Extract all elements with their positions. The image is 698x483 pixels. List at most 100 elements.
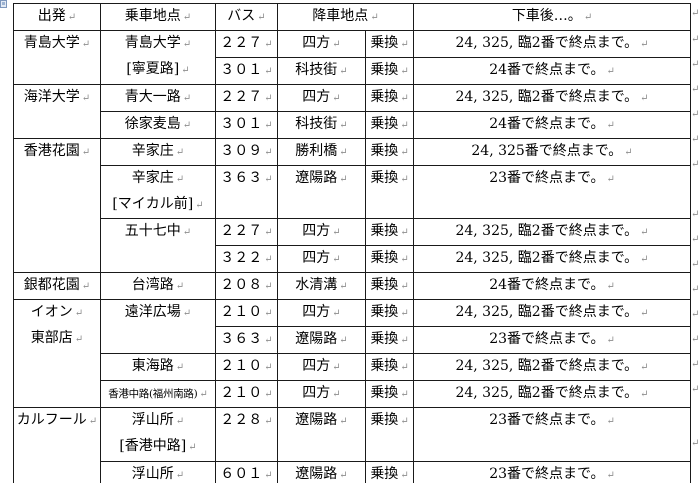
cell-text: 東海路 — [131, 358, 174, 374]
cell-text: 24, 325, 臨2番で終点まで。 — [455, 304, 639, 320]
cell-transfer: 乗換 ↵ — [364, 272, 415, 300]
table-row: 銀都花園 ↵ 台湾路 ↵ ２０８ ↵ 水清溝 ↵ 乗換 ↵ 24番で終点まで。 ↵ — [13, 272, 692, 300]
cell-text: 下車後…。 — [511, 8, 582, 24]
cell-transfer: 乗換 ↵ — [364, 461, 415, 483]
cell-text: 乗換 — [370, 385, 399, 401]
cell-alighting: 遼陽路 ↵ — [277, 407, 366, 462]
cell-alighting: 四方 ↵ — [277, 299, 366, 327]
table-row: ３０１ ↵ 科技街 ↵ 乗換 ↵ 24番で終点まで。 ↵ — [14, 57, 692, 85]
row-end-mark: ↵ — [691, 284, 698, 295]
cell-end-mark: ↵ — [339, 147, 348, 158]
cell-after: 24, 325, 臨2番で終点まで。 ↵ — [413, 353, 692, 381]
row-end-mark: ↵ — [691, 34, 698, 45]
cell-boarding: 五十七中 ↵ — [100, 218, 216, 273]
cell-text: 23番で終点まで。 — [489, 412, 605, 428]
cell-text: 遼陽路 — [295, 412, 338, 428]
cell-text: バス — [227, 8, 256, 24]
cell-end-mark: ↵ — [606, 281, 615, 292]
cell-bus: ６０１ ↵ — [215, 461, 278, 483]
cell-alighting: 四方 ↵ — [277, 30, 366, 58]
cell-bus: ３６３ ↵ — [215, 165, 278, 219]
cell-bus: ２２８ ↵ — [215, 407, 278, 462]
row-end-mark: ↵ — [691, 109, 698, 120]
cell-text: ２１０ — [220, 304, 263, 320]
cell-text: 乗換 — [370, 304, 399, 320]
cell-end-mark: ↵ — [339, 416, 348, 427]
cell-boarding: 辛家庄 ↵ [マイカル前] ↵ — [100, 165, 216, 219]
cell-end-mark: ↵ — [400, 227, 409, 238]
header-alighting: 降車地点 ↵ — [276, 3, 415, 31]
cell-text: 銀都花園 — [23, 277, 80, 293]
cell-end-mark: ↵ — [67, 12, 77, 23]
cell-end-mark: ↵ — [400, 120, 409, 131]
cell-end-mark: ↵ — [332, 389, 341, 400]
header-boarding: 乗車地点 ↵ — [100, 3, 216, 31]
cell-end-mark: ↵ — [624, 147, 633, 158]
cell-alighting: 四方 ↵ — [277, 353, 366, 381]
cell-end-mark: ↵ — [339, 281, 348, 292]
cell-end-mark: ↵ — [264, 147, 273, 158]
cell-text: 四方 — [302, 89, 331, 105]
cell-text: 辛家庄 — [131, 170, 174, 186]
cell-alighting: 遼陽路 ↵ — [277, 461, 366, 483]
table-row: イオン ↵ 東部店 ↵ 遠洋広場 ↵ ２１０ ↵ 四方 ↵ 乗換 ↵ 24, 325, 臨2… — [13, 299, 692, 408]
cell-end-mark: ↵ — [400, 416, 409, 427]
cell-end-mark: ↵ — [199, 389, 208, 400]
cell-boarding: 青島大学 ↵ [寧夏路] ↵ — [100, 30, 216, 85]
cell-text: 四方 — [302, 358, 331, 374]
cell-end-mark: ↵ — [182, 308, 192, 319]
cell-text: 24, 325, 臨2番で終点まで。 — [455, 385, 639, 401]
cell-end-mark: ↵ — [81, 39, 91, 50]
cell-end-mark: ↵ — [195, 200, 204, 211]
cell-end-mark: ↵ — [264, 281, 273, 292]
cell-text: 四方 — [302, 223, 331, 239]
cell-end-mark: ↵ — [400, 308, 409, 319]
cell-end-mark: ↵ — [640, 389, 649, 400]
cell-end-mark: ↵ — [332, 308, 341, 319]
cell-end-mark: ↵ — [400, 39, 409, 50]
cell-text: 徐家麦島 — [124, 116, 181, 132]
cell-end-mark: ↵ — [175, 416, 185, 427]
cell-text: 科技街 — [295, 62, 338, 78]
cell-text: 24, 325, 臨2番で終点まで。 — [455, 250, 639, 266]
table-row: 香港花園 ↵ 辛家庄 ↵ ３０９ ↵ 勝利橋 ↵ 乗換 ↵ 24, 325番で終点まで。 ↵ — [13, 138, 692, 273]
cell-text: 24, 325番で終点まで。 — [471, 143, 623, 159]
cell-boarding: 徐家麦島 ↵ — [100, 111, 216, 139]
cell-boarding: 浮山所 ↵ [香港中路] ↵ — [100, 407, 216, 462]
row-end-mark: ↵ — [691, 359, 698, 370]
cell-end-mark: ↵ — [370, 12, 379, 23]
cell-end-mark: ↵ — [257, 12, 266, 23]
cell-after: 23番で終点まで。 ↵ — [413, 165, 692, 219]
table-row: 辛家庄 ↵ [マイカル前] ↵ ３６３ ↵ 遼陽路 ↵ 乗換 ↵ 23番で終点まで。 ↵ — [14, 165, 692, 219]
row-end-mark: ↵ — [691, 84, 698, 95]
cell-text: 青島大学 — [23, 35, 80, 51]
cell-after: 24, 325, 臨2番で終点まで。 ↵ — [413, 30, 692, 58]
cell-transfer: 乗換 ↵ — [364, 245, 415, 273]
cell-alighting: 四方 ↵ — [277, 218, 366, 246]
row-end-mark: ↵ — [691, 384, 698, 395]
cell-end-mark: ↵ — [74, 334, 84, 345]
cell-end-mark: ↵ — [339, 174, 348, 185]
cell-text: 青島大学 — [124, 35, 181, 51]
cell-text: 遼陽路 — [295, 331, 338, 347]
cell-alighting: 遼陽路 ↵ — [277, 165, 366, 219]
cell-alighting: 四方 ↵ — [277, 245, 366, 273]
cell-transfer: 乗換 ↵ — [364, 165, 415, 219]
cell-alighting: 遼陽路 ↵ — [277, 326, 366, 354]
cell-bus: ２０８ ↵ — [215, 272, 278, 300]
cell-transfer: 乗換 ↵ — [364, 218, 415, 246]
cell-bus: ２２７ ↵ — [215, 84, 278, 112]
cell-text: 海洋大学 — [23, 89, 80, 105]
cell-end-mark: ↵ — [332, 362, 341, 373]
cell-text: 辛家庄 — [131, 143, 174, 159]
cell-text: [寧夏路] — [126, 61, 180, 77]
cell-end-mark: ↵ — [264, 416, 273, 427]
cell-end-mark: ↵ — [400, 66, 409, 77]
cell-text: 降車地点 — [312, 8, 369, 24]
cell-end-mark: ↵ — [339, 66, 348, 77]
cell-bus: ２１０ ↵ — [215, 380, 278, 408]
cell-end-mark: ↵ — [400, 335, 409, 346]
table-move-handle-icon[interactable] — [0, 0, 7, 8]
cell-text: 水清溝 — [295, 277, 338, 293]
cell-text: カルフール — [16, 412, 87, 428]
